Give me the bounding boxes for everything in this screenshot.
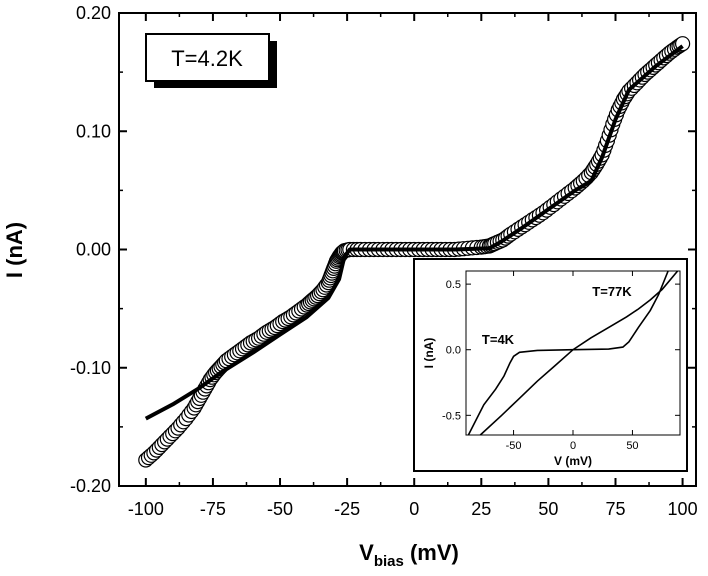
main-axis-ticks [119, 12, 696, 487]
inset-panel [413, 258, 688, 472]
inset-curve-4k [467, 270, 669, 436]
inset-tick-labels: -50 0 50 -0.5 0.0 0.5 [442, 279, 639, 452]
inset-x-axis-title: V (mV) [554, 454, 592, 468]
y-tick-label: 0.10 [76, 121, 111, 141]
x-tick-label: -100 [128, 499, 164, 519]
inset-y-tick-label: 0.0 [446, 345, 461, 357]
main-tick-labels: -100 -75 -50 -25 0 25 50 75 100-0.20-0.100.000.1… [70, 3, 698, 519]
x-axis-unit: (mV) [404, 540, 459, 565]
temperature-label: T=4.2K [171, 46, 243, 71]
y-tick-label: -0.20 [70, 476, 111, 496]
inset-axis-ticks [466, 271, 680, 435]
y-axis-title: I (nA) [2, 222, 27, 278]
model-fit-line [144, 44, 684, 421]
inset-y-tick-label: 0.5 [446, 279, 461, 291]
x-axis-symbol: V [359, 540, 374, 565]
x-tick-label: 0 [409, 499, 419, 519]
inset-x-tick-label: 50 [626, 440, 638, 452]
x-tick-label: -25 [334, 499, 360, 519]
inset-annotation-77k: T=77K [592, 284, 632, 299]
x-tick-label: 25 [471, 499, 491, 519]
y-tick-label: 0.20 [76, 3, 111, 23]
inset-y-axis-title: I (nA) [422, 338, 436, 369]
x-axis-subscript: bias [374, 553, 404, 570]
x-tick-label: -50 [267, 499, 293, 519]
x-tick-label: 50 [538, 499, 558, 519]
inset-curve-77k [479, 270, 679, 436]
x-tick-label: 75 [605, 499, 625, 519]
x-tick-label: -75 [200, 499, 226, 519]
x-tick-label: 100 [668, 499, 698, 519]
y-tick-label: 0.00 [76, 240, 111, 260]
inset-x-tick-label: -50 [506, 440, 522, 452]
inset-y-tick-label: -0.5 [442, 410, 461, 422]
temperature-box [145, 33, 270, 82]
y-tick-label: -0.10 [70, 358, 111, 378]
inset-x-tick-label: 0 [570, 440, 576, 452]
x-axis-title: Vbias (mV) [359, 540, 459, 570]
inset-annotation-4k: T=4K [482, 332, 515, 347]
